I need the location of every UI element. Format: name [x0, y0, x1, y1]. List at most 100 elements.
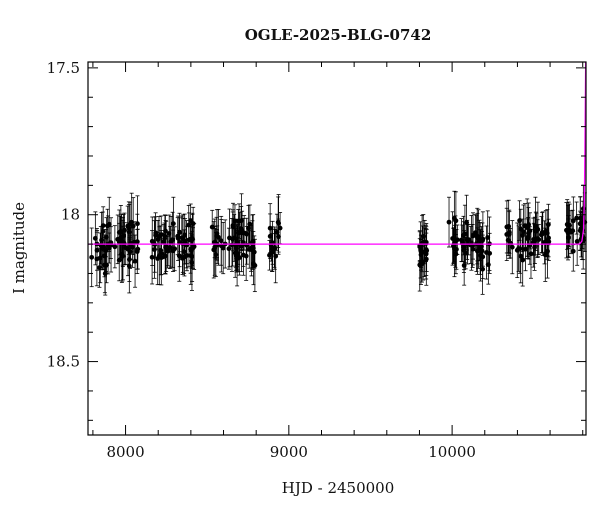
data-point: [516, 246, 521, 252]
data-point: [534, 227, 539, 232]
data-point: [461, 233, 466, 238]
data-point: [232, 218, 238, 224]
data-point: [122, 227, 127, 233]
data-point: [570, 248, 576, 254]
data-point: [189, 260, 195, 266]
data-point: [474, 233, 480, 239]
data-point: [574, 215, 580, 221]
y-tick-label: 18: [61, 206, 80, 224]
data-point: [165, 247, 170, 253]
data-point: [464, 220, 469, 226]
data-point: [273, 253, 279, 259]
data-point: [446, 219, 452, 225]
data-point: [267, 225, 273, 231]
data-point: [485, 235, 491, 240]
data-point: [528, 251, 534, 257]
data-point: [580, 206, 586, 212]
data-point: [543, 228, 549, 234]
data-point: [574, 239, 580, 244]
data-point: [188, 253, 194, 258]
data-point: [577, 221, 583, 227]
data-point: [115, 236, 121, 242]
data-point: [520, 257, 526, 263]
data-point: [251, 261, 256, 267]
data-point: [135, 246, 141, 252]
data-point: [155, 256, 161, 261]
data-point: [190, 245, 196, 251]
x-tick-label: 8000: [106, 443, 144, 461]
data-point: [517, 218, 523, 223]
data-point: [106, 221, 112, 227]
data-point: [246, 225, 251, 231]
data-point: [126, 263, 132, 269]
season-7-points: [504, 196, 552, 287]
data-point: [89, 254, 95, 260]
x-tick-label: 9000: [270, 443, 308, 461]
y-tick-label: 18.5: [47, 353, 80, 371]
data-point: [149, 254, 155, 260]
data-point: [542, 252, 548, 258]
plot-frame: [87, 61, 587, 436]
data-point: [170, 221, 176, 227]
y-tick-label: 17.5: [47, 59, 80, 77]
data-point: [269, 250, 275, 255]
season-4-points: [267, 194, 283, 284]
data-point: [509, 244, 515, 250]
data-point: [104, 262, 109, 268]
data-point: [166, 231, 172, 236]
season-8-points: [564, 184, 588, 272]
data-point: [526, 222, 532, 228]
data-point: [568, 229, 574, 235]
data-point: [153, 232, 158, 238]
data-point: [239, 218, 244, 224]
season-2-points: [149, 196, 197, 291]
data-point: [522, 223, 528, 229]
season-3-points: [209, 193, 258, 293]
data-point: [118, 229, 124, 235]
axis-ticks: 8000 9000 10000 17.5 18 18.5: [47, 59, 586, 461]
data-point: [188, 218, 194, 224]
data-point: [128, 241, 133, 246]
data-point: [420, 233, 426, 239]
data-point: [227, 235, 232, 241]
data-points-layer: [89, 184, 588, 296]
data-point: [112, 244, 118, 250]
data-point: [578, 226, 584, 232]
data-point: [527, 228, 533, 234]
model-curve: [88, 61, 587, 245]
data-point: [226, 246, 232, 252]
data-point: [233, 252, 239, 258]
data-point: [518, 253, 524, 259]
data-point: [570, 218, 576, 224]
data-point: [453, 218, 459, 224]
data-point: [184, 242, 189, 248]
data-point: [525, 236, 530, 242]
data-point: [504, 231, 510, 237]
data-point: [132, 258, 138, 264]
data-point: [99, 245, 105, 251]
data-point: [120, 239, 126, 245]
data-point: [484, 250, 489, 255]
data-point: [480, 266, 486, 272]
data-point: [176, 253, 182, 259]
data-point: [470, 246, 476, 252]
y-axis-label: I magnitude: [10, 202, 28, 294]
data-point: [461, 247, 467, 253]
data-point: [418, 252, 424, 258]
data-point: [135, 221, 140, 227]
data-point: [230, 224, 236, 230]
data-point: [161, 239, 167, 245]
data-point: [450, 236, 456, 241]
data-point: [423, 256, 429, 262]
data-point: [100, 229, 106, 234]
data-point: [274, 229, 280, 235]
data-point: [168, 239, 174, 245]
season-6-points: [446, 190, 493, 295]
x-tick-label: 10000: [428, 443, 476, 461]
data-point: [209, 224, 215, 230]
data-point: [477, 238, 482, 243]
data-point: [477, 246, 483, 251]
chart-title: OGLE-2025-BLG-0742: [245, 26, 432, 44]
data-point: [277, 225, 283, 231]
